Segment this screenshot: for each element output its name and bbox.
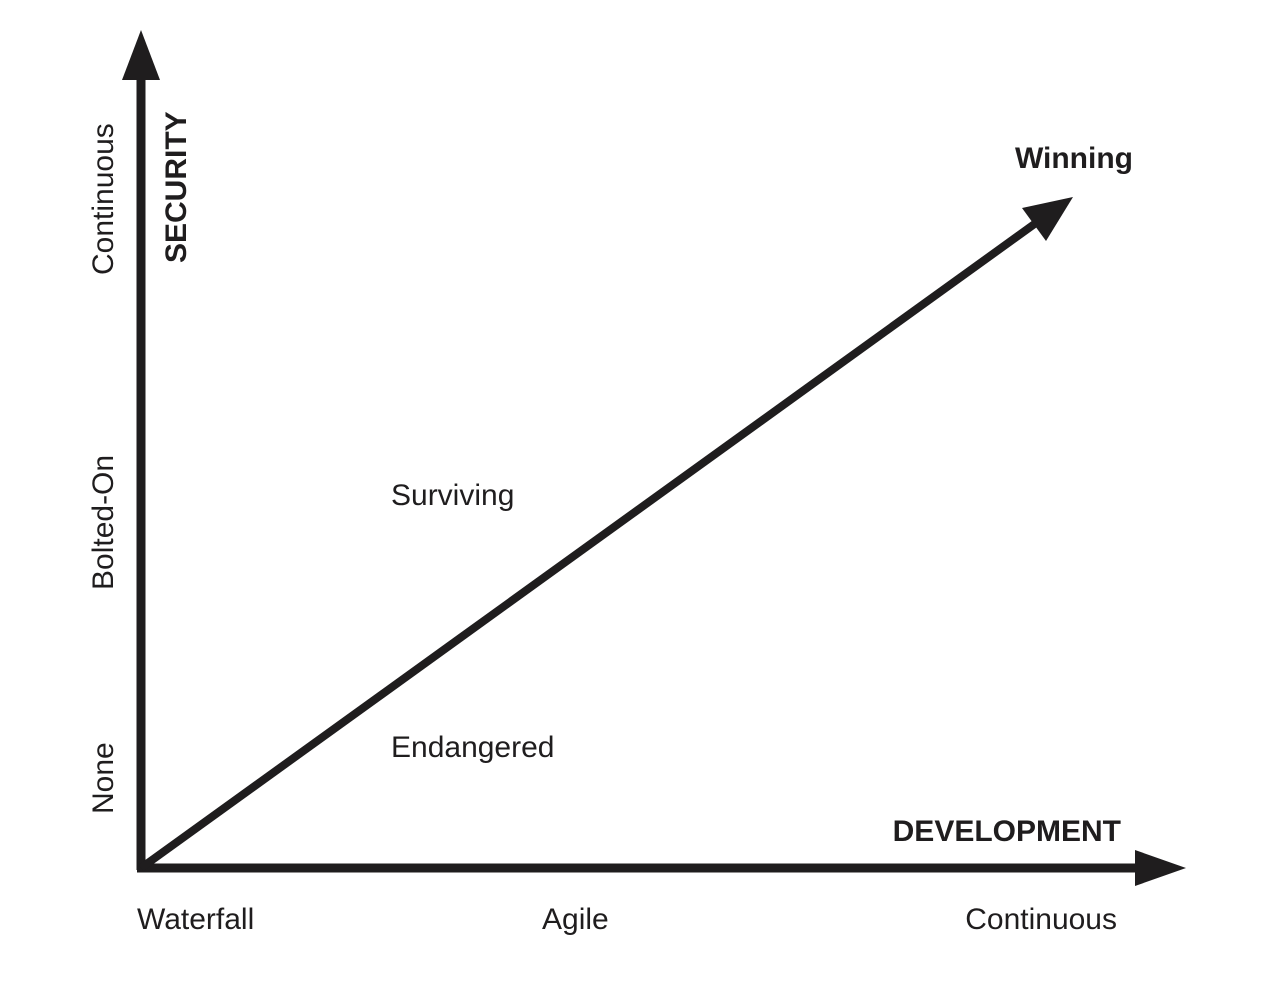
y-tick-label-bottom: None: [87, 742, 120, 814]
y-axis-title: SECURITY: [160, 111, 193, 263]
x-axis-title: DEVELOPMENT: [893, 815, 1121, 848]
trend-arrow: [138, 197, 1073, 872]
y-axis-arrowhead: [122, 30, 160, 80]
trend-arrowhead: [1022, 197, 1073, 241]
y-tick-label-middle: Bolted-On: [87, 455, 120, 590]
x-axis-arrowhead: [1135, 850, 1186, 886]
winning-label: Winning: [1015, 142, 1133, 175]
x-tick-label-right: Continuous: [965, 903, 1117, 936]
x-axis: [137, 850, 1186, 886]
x-tick-label-left: Waterfall: [137, 903, 254, 936]
surviving-label: Surviving: [391, 479, 514, 512]
x-tick-label-middle: Agile: [542, 903, 609, 936]
y-axis: [122, 30, 160, 870]
trend-line: [138, 216, 1043, 872]
endangered-label: Endangered: [391, 731, 554, 764]
y-tick-label-top: Continuous: [87, 123, 120, 275]
